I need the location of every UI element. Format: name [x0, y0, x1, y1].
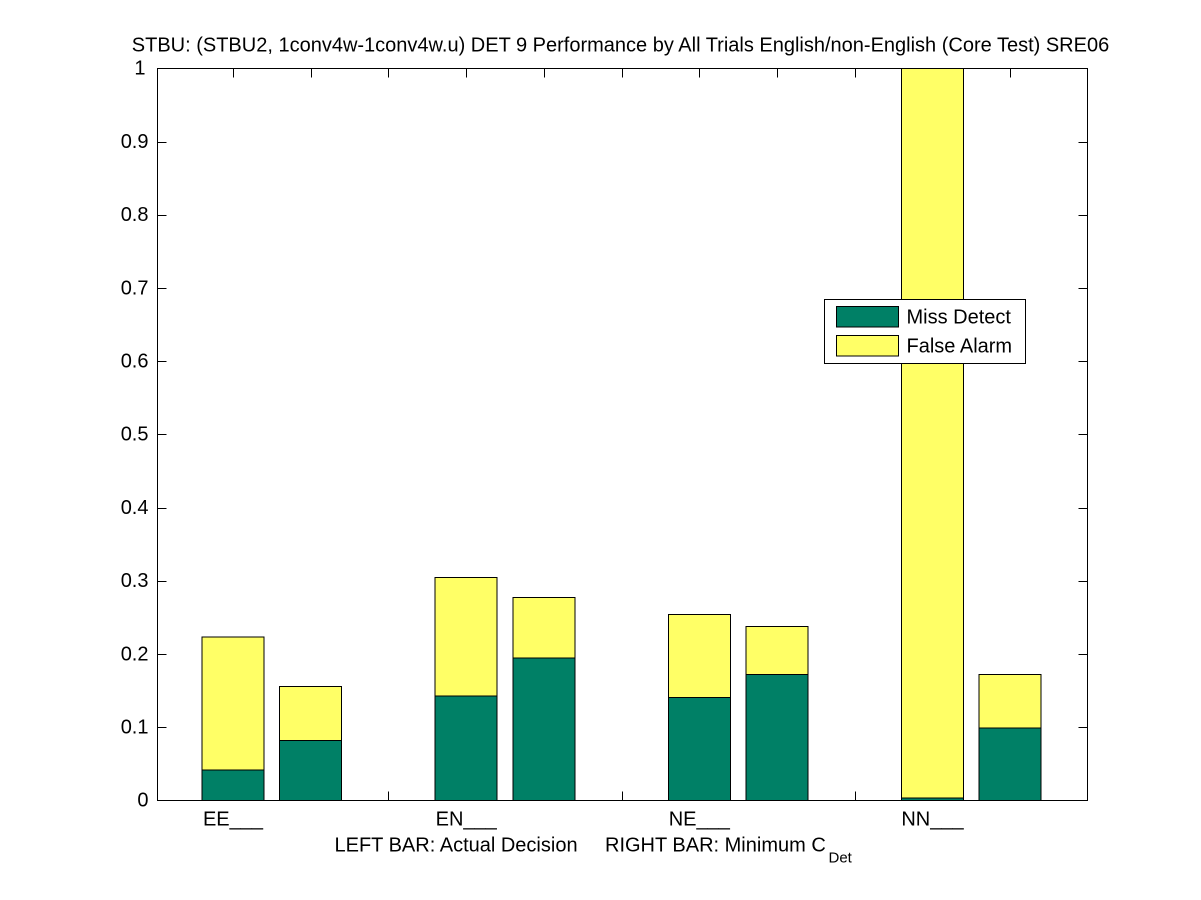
- svg-text:0.3: 0.3: [121, 570, 149, 592]
- svg-text:1: 1: [134, 58, 145, 80]
- svg-text:0.1: 0.1: [121, 717, 149, 739]
- svg-text:Miss Detect: Miss Detect: [907, 307, 1012, 329]
- svg-text:0.2: 0.2: [121, 643, 149, 665]
- svg-text:Det: Det: [829, 850, 853, 867]
- svg-text:0.8: 0.8: [121, 204, 149, 226]
- svg-text:EN___: EN___: [436, 809, 498, 831]
- svg-text:False Alarm: False Alarm: [907, 336, 1013, 358]
- svg-text:0.7: 0.7: [121, 277, 149, 299]
- svg-text:NE___: NE___: [669, 809, 731, 831]
- svg-text:NN___: NN___: [901, 809, 964, 831]
- svg-text:0.4: 0.4: [121, 497, 149, 519]
- svg-text:EE___: EE___: [203, 809, 264, 831]
- svg-text:0: 0: [137, 790, 148, 812]
- svg-text:0.6: 0.6: [121, 351, 149, 373]
- svg-text:LEFT BAR: Actual Decision: LEFT BAR: Actual Decision: [335, 835, 578, 857]
- svg-text:RIGHT BAR: Minimum C: RIGHT BAR: Minimum C: [605, 835, 826, 857]
- svg-text:STBU: (STBU2, 1conv4w-1conv4w.: STBU: (STBU2, 1conv4w-1conv4w.u) DET 9 P…: [132, 35, 1109, 57]
- svg-text:0.9: 0.9: [121, 131, 149, 153]
- svg-text:0.5: 0.5: [121, 424, 149, 446]
